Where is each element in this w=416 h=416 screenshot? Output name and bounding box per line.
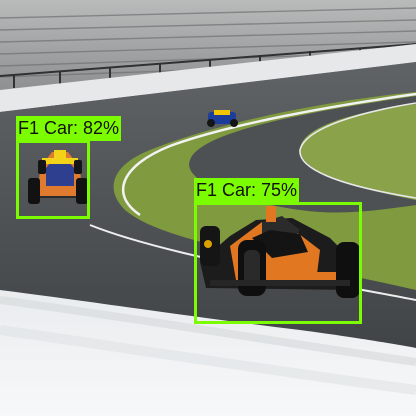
track-line-inner: [121, 92, 416, 217]
detection-label-2: F1 Car: 75%: [194, 178, 300, 203]
retaining-wall: [0, 44, 416, 112]
race-car-1: [28, 150, 88, 204]
race-car-2: [200, 206, 360, 298]
foreground-barrier: [0, 290, 416, 416]
detection-box-2: F1 Car: 75%: [194, 178, 362, 324]
detection-box-1: F1 Car: 82%: [16, 116, 122, 219]
detection-label-1: F1 Car: 82%: [16, 116, 122, 141]
distant-race-car: [207, 110, 238, 127]
track-line-infield: [299, 102, 416, 199]
